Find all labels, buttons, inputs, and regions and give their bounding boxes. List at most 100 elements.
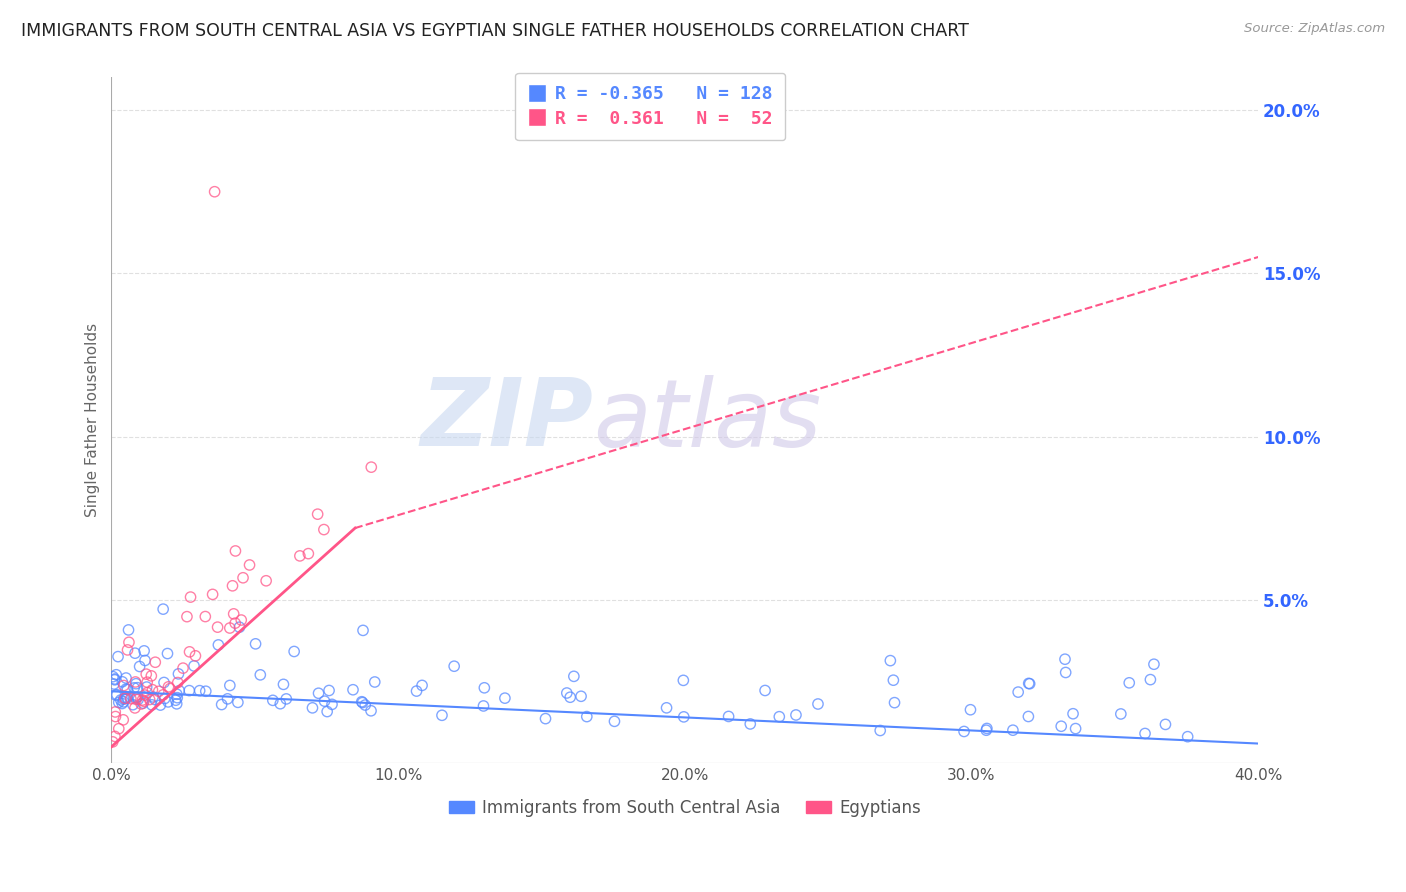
Point bbox=[318, 683, 340, 698]
Point bbox=[1177, 730, 1199, 744]
Point bbox=[180, 590, 202, 604]
Point bbox=[768, 709, 790, 723]
Point bbox=[472, 698, 495, 713]
Point bbox=[172, 661, 194, 675]
Point bbox=[672, 710, 695, 724]
Point bbox=[176, 609, 198, 624]
Point bbox=[136, 675, 159, 690]
Point bbox=[153, 691, 176, 706]
Point bbox=[194, 684, 217, 698]
Point bbox=[288, 549, 311, 563]
Point bbox=[138, 692, 160, 706]
Point bbox=[1054, 665, 1077, 680]
Point bbox=[204, 185, 226, 199]
Point bbox=[283, 644, 305, 658]
Point bbox=[111, 697, 134, 711]
Point bbox=[132, 644, 155, 658]
Point bbox=[218, 678, 240, 692]
Point bbox=[276, 692, 298, 706]
Point bbox=[1018, 677, 1040, 691]
Point bbox=[112, 679, 135, 693]
Point bbox=[869, 723, 891, 738]
Point bbox=[672, 673, 695, 688]
Point bbox=[655, 701, 678, 715]
Point bbox=[232, 571, 254, 585]
Point bbox=[107, 722, 129, 736]
Point bbox=[249, 668, 271, 682]
Point bbox=[443, 659, 465, 673]
Point bbox=[141, 669, 163, 683]
Point bbox=[262, 693, 284, 707]
Point bbox=[807, 697, 830, 711]
Point bbox=[740, 717, 762, 731]
Point bbox=[127, 690, 149, 704]
Point bbox=[152, 688, 174, 702]
Point bbox=[555, 686, 578, 700]
Point bbox=[953, 724, 976, 739]
Point bbox=[115, 682, 138, 697]
Point bbox=[165, 693, 187, 707]
Point bbox=[167, 666, 190, 681]
Point bbox=[224, 616, 246, 631]
Point bbox=[603, 714, 626, 729]
Point bbox=[127, 692, 149, 706]
Point bbox=[575, 709, 598, 723]
Text: IMMIGRANTS FROM SOUTH CENTRAL ASIA VS EGYPTIAN SINGLE FATHER HOUSEHOLDS CORRELAT: IMMIGRANTS FROM SOUTH CENTRAL ASIA VS EG… bbox=[21, 22, 969, 40]
Point bbox=[184, 648, 207, 663]
Point bbox=[238, 558, 260, 572]
Point bbox=[1139, 673, 1161, 687]
Point bbox=[132, 696, 155, 710]
Point bbox=[231, 613, 253, 627]
Point bbox=[569, 690, 592, 704]
Point bbox=[112, 713, 135, 727]
Point bbox=[111, 674, 134, 689]
Point bbox=[297, 547, 319, 561]
Point bbox=[188, 683, 211, 698]
Point bbox=[430, 708, 453, 723]
Point bbox=[103, 677, 125, 691]
Point bbox=[124, 646, 146, 660]
Point bbox=[1050, 719, 1073, 733]
Text: atlas: atlas bbox=[593, 375, 821, 466]
Point bbox=[104, 688, 127, 702]
Point bbox=[1017, 709, 1039, 723]
Point bbox=[316, 705, 339, 719]
Legend: Immigrants from South Central Asia, Egyptians: Immigrants from South Central Asia, Egyp… bbox=[443, 792, 928, 823]
Point bbox=[1007, 685, 1029, 699]
Point bbox=[201, 587, 224, 601]
Point bbox=[156, 647, 179, 661]
Point bbox=[1154, 717, 1177, 731]
Point bbox=[107, 695, 129, 709]
Point bbox=[166, 675, 188, 690]
Point bbox=[882, 673, 904, 688]
Y-axis label: Single Father Households: Single Father Households bbox=[86, 323, 100, 517]
Point bbox=[115, 691, 138, 706]
Point bbox=[354, 698, 377, 712]
Point bbox=[194, 609, 217, 624]
Text: ZIP: ZIP bbox=[420, 375, 593, 467]
Point bbox=[976, 722, 998, 736]
Point bbox=[136, 686, 159, 700]
Point bbox=[128, 659, 150, 673]
Point bbox=[112, 695, 135, 709]
Point bbox=[879, 654, 901, 668]
Point bbox=[308, 686, 330, 700]
Point bbox=[360, 460, 382, 475]
Point bbox=[307, 507, 329, 521]
Point bbox=[148, 684, 170, 698]
Point bbox=[115, 671, 138, 685]
Point bbox=[959, 703, 981, 717]
Point bbox=[228, 620, 250, 634]
Point bbox=[127, 681, 149, 695]
Point bbox=[350, 695, 373, 709]
Point bbox=[494, 691, 516, 706]
Point bbox=[141, 698, 163, 712]
Point bbox=[342, 682, 364, 697]
Point bbox=[110, 693, 132, 707]
Point bbox=[166, 687, 188, 701]
Point bbox=[221, 579, 243, 593]
Point bbox=[224, 544, 246, 558]
Point bbox=[1062, 706, 1084, 721]
Point bbox=[125, 676, 148, 690]
Point bbox=[562, 669, 585, 683]
